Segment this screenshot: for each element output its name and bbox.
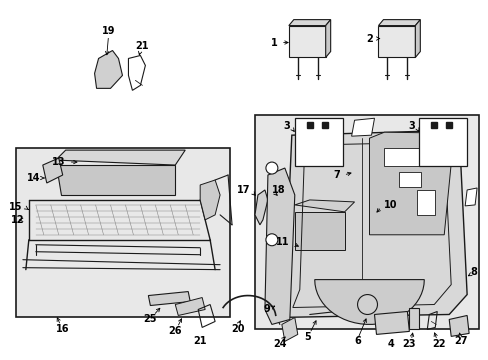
- Polygon shape: [175, 298, 205, 315]
- Text: 18: 18: [271, 185, 285, 195]
- Polygon shape: [277, 130, 466, 318]
- Text: 25: 25: [143, 314, 157, 324]
- Text: 1: 1: [270, 37, 277, 48]
- Text: 11: 11: [276, 237, 289, 247]
- Text: 27: 27: [453, 336, 467, 346]
- Polygon shape: [448, 315, 468, 336]
- Polygon shape: [94, 50, 122, 88]
- Text: 10: 10: [383, 200, 396, 210]
- Text: 14: 14: [27, 173, 41, 183]
- Text: 16: 16: [56, 324, 69, 334]
- Polygon shape: [254, 190, 267, 225]
- Bar: [419, 118, 466, 166]
- Polygon shape: [56, 165, 175, 195]
- Text: 12: 12: [11, 215, 24, 225]
- Text: 22: 22: [431, 339, 445, 349]
- Polygon shape: [288, 26, 325, 58]
- Polygon shape: [369, 132, 453, 235]
- Bar: [384, 148, 419, 166]
- Polygon shape: [281, 318, 297, 341]
- Polygon shape: [56, 150, 185, 165]
- Text: 24: 24: [273, 339, 286, 349]
- Text: 9: 9: [263, 305, 269, 315]
- Text: 3: 3: [283, 121, 289, 131]
- Text: 26: 26: [168, 327, 182, 336]
- Bar: [279, 195, 374, 285]
- Polygon shape: [42, 158, 62, 183]
- Polygon shape: [414, 20, 420, 58]
- Text: 5: 5: [304, 332, 310, 342]
- Text: 21: 21: [135, 41, 149, 50]
- Circle shape: [265, 162, 277, 174]
- Polygon shape: [264, 168, 294, 324]
- Bar: [416, 190, 434, 215]
- Text: 19: 19: [102, 26, 115, 36]
- Text: 21: 21: [193, 336, 206, 346]
- Text: 6: 6: [354, 336, 361, 346]
- Polygon shape: [325, 20, 330, 58]
- Polygon shape: [351, 118, 374, 136]
- Polygon shape: [314, 280, 424, 324]
- Polygon shape: [288, 20, 330, 26]
- Text: 20: 20: [231, 324, 244, 334]
- Text: 2: 2: [365, 33, 372, 44]
- Polygon shape: [294, 200, 354, 212]
- Polygon shape: [148, 292, 190, 306]
- Text: 4: 4: [387, 339, 394, 349]
- Text: 8: 8: [470, 267, 477, 276]
- Polygon shape: [374, 311, 408, 334]
- Circle shape: [357, 294, 377, 315]
- Polygon shape: [408, 307, 419, 329]
- Text: 13: 13: [52, 157, 65, 167]
- Circle shape: [265, 234, 277, 246]
- Text: 17: 17: [236, 185, 249, 195]
- Polygon shape: [294, 212, 344, 250]
- Polygon shape: [200, 180, 220, 220]
- Polygon shape: [378, 20, 420, 26]
- Text: 3: 3: [408, 121, 414, 131]
- Polygon shape: [275, 191, 287, 226]
- Polygon shape: [464, 188, 476, 206]
- Bar: [254, 115, 478, 329]
- Bar: [399, 172, 421, 187]
- Text: 7: 7: [332, 170, 339, 180]
- Polygon shape: [378, 26, 414, 58]
- Bar: [16, 148, 229, 318]
- Bar: [294, 118, 342, 166]
- Text: 15: 15: [9, 202, 23, 212]
- Text: 23: 23: [402, 339, 415, 349]
